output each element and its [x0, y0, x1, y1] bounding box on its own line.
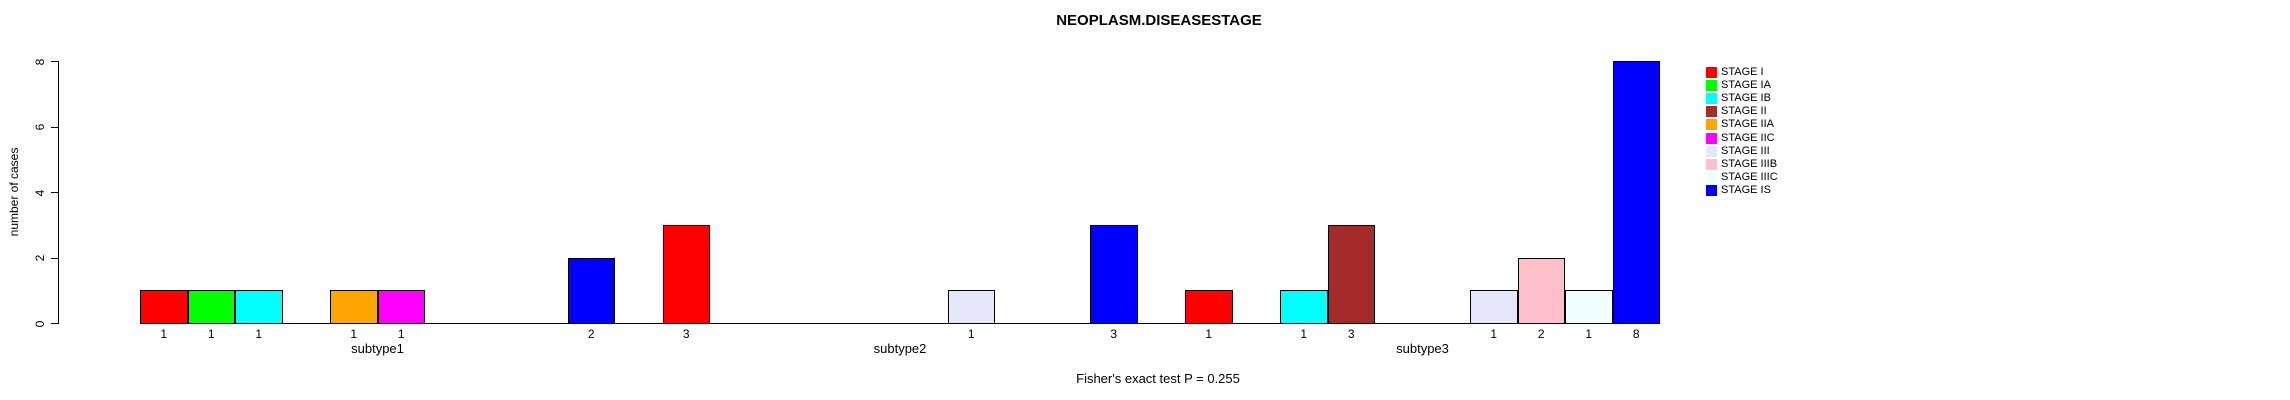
bar-value-label: 1	[350, 327, 358, 341]
bar-subtype1-stage-ia	[187, 290, 235, 324]
legend-label: STAGE IIIB	[1721, 157, 1778, 170]
legend-swatch-icon	[1706, 119, 1717, 131]
bar-subtype2-stage-is	[1090, 224, 1138, 324]
legend-item-stage-ia: STAGE IA	[1706, 79, 1771, 92]
bar-value-label: 8	[1632, 327, 1640, 341]
legend-swatch-icon	[1706, 93, 1717, 105]
legend-label: STAGE IS	[1721, 183, 1771, 196]
bar-subtype3-stage-iiib	[1517, 257, 1565, 324]
bar-subtype1-stage-iia	[330, 290, 378, 324]
legend-label: STAGE IIIC	[1721, 170, 1778, 183]
bar-subtype3-stage-is	[1612, 61, 1660, 324]
bar-subtype1-stage-is	[567, 257, 615, 324]
y-tick-mark	[51, 192, 58, 193]
legend-label: STAGE I	[1721, 66, 1764, 78]
legend-label: STAGE II	[1721, 105, 1767, 118]
legend-label: STAGE IIC	[1721, 131, 1775, 144]
bar-value-label: 3	[682, 327, 690, 341]
bar-subtype3-stage-iiic	[1565, 290, 1613, 324]
y-tick-label: 0	[33, 320, 47, 327]
bar-value-label: 1	[1585, 327, 1593, 341]
legend-swatch-icon	[1706, 145, 1717, 157]
bar-subtype3-stage-ib	[1280, 290, 1328, 324]
bar-subtype1-stage-i	[140, 290, 188, 324]
bar-subtype3-stage-ii	[1327, 224, 1375, 324]
bar-value-label: 3	[1347, 327, 1355, 341]
legend-item-stage-ib: STAGE IB	[1706, 92, 1771, 105]
bar-value-label: 1	[160, 327, 168, 341]
x-group-label-subtype1: subtype1	[351, 341, 404, 356]
legend-swatch-icon	[1706, 80, 1717, 92]
legend-swatch-icon	[1706, 106, 1717, 118]
chart-title: NEOPLASM.DISEASESTAGE	[1056, 12, 1262, 29]
y-tick-label: 6	[33, 123, 47, 131]
bar-subtype3-stage-i	[1185, 290, 1233, 324]
bar-subtype2-stage-iii	[947, 290, 995, 324]
bar-subtype2-stage-i	[662, 224, 710, 324]
legend-swatch-icon	[1706, 132, 1717, 144]
bar-value-label: 2	[587, 327, 595, 341]
bar-value-label: 1	[207, 327, 215, 341]
legend-item-stage-ii: STAGE II	[1706, 105, 1767, 118]
bar-subtype3-stage-iii	[1470, 290, 1518, 324]
y-axis-line	[58, 61, 59, 324]
bar-value-label: 1	[255, 327, 263, 341]
legend-label: STAGE IA	[1721, 79, 1771, 92]
bar-value-label: 1	[397, 327, 405, 341]
legend-item-stage-is: STAGE IS	[1706, 184, 1771, 197]
y-tick-mark	[51, 61, 58, 62]
bar-subtype1-stage-ib	[235, 290, 283, 324]
legend-label: STAGE IIA	[1721, 118, 1774, 131]
legend-swatch-icon	[1706, 158, 1717, 170]
legend-item-stage-iia: STAGE IIA	[1706, 118, 1774, 131]
bar-value-label: 2	[1537, 327, 1545, 341]
legend-item-stage-iii: STAGE III	[1706, 145, 1770, 158]
y-tick-mark	[51, 323, 58, 324]
x-group-label-subtype2: subtype2	[873, 341, 927, 356]
legend-swatch-icon	[1706, 171, 1717, 183]
y-tick-mark	[51, 257, 58, 259]
bar-value-label: 1	[1300, 327, 1308, 341]
y-tick-label: 2	[33, 254, 47, 262]
legend-item-stage-iiic: STAGE IIIC	[1706, 171, 1778, 184]
bar-value-label: 1	[1490, 327, 1498, 341]
legend-label: STAGE IB	[1721, 92, 1771, 105]
legend-item-stage-iiib: STAGE IIIB	[1706, 158, 1777, 171]
bar-value-label: 3	[1110, 327, 1118, 341]
legend-swatch-icon	[1706, 67, 1717, 78]
legend-item-stage-iic: STAGE IIC	[1706, 132, 1775, 145]
legend-label: STAGE III	[1721, 144, 1770, 157]
y-tick-label: 4	[33, 189, 47, 196]
x-baseline	[140, 323, 1660, 324]
x-group-label-subtype3: subtype3	[1396, 341, 1449, 356]
y-tick-label: 8	[33, 58, 47, 65]
legend-item-stage-i: STAGE I	[1706, 66, 1764, 79]
bar-value-label: 1	[1205, 327, 1213, 341]
y-axis-label: number of cases	[7, 147, 21, 237]
bar-value-label: 1	[967, 327, 975, 341]
bar-subtype1-stage-iic	[377, 290, 425, 324]
y-tick-mark	[51, 126, 58, 128]
legend-swatch-icon	[1706, 184, 1717, 196]
fisher-test-annotation: Fisher's exact test P = 0.255	[1076, 371, 1240, 386]
